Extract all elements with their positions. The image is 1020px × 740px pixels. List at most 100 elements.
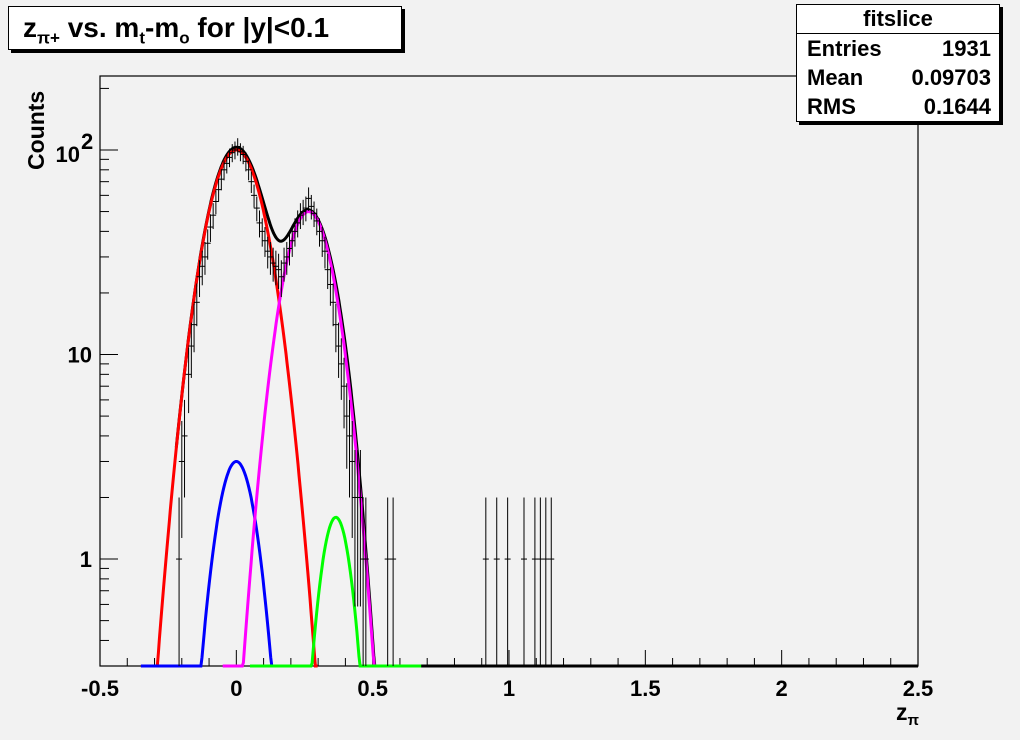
x-tick-label: 2 bbox=[776, 676, 788, 701]
data-point bbox=[212, 190, 219, 215]
stats-row-mean: Mean 0.09703 bbox=[797, 63, 999, 92]
data-point bbox=[256, 210, 263, 238]
data-point bbox=[231, 141, 238, 160]
data-point bbox=[343, 383, 350, 469]
x-tick-label: 0.5 bbox=[357, 676, 388, 701]
data-point bbox=[259, 218, 266, 247]
chart-title: zπ+ vs. mt-mo for |y|<0.1 bbox=[8, 6, 402, 50]
stats-value: 0.09703 bbox=[911, 65, 991, 90]
data-point bbox=[193, 283, 200, 327]
stats-label: Entries bbox=[807, 36, 882, 61]
title-z: z bbox=[23, 12, 37, 43]
stats-label: RMS bbox=[807, 94, 856, 119]
data-point bbox=[330, 283, 337, 327]
data-point bbox=[537, 497, 544, 666]
data-point bbox=[531, 497, 538, 666]
data-point bbox=[362, 497, 369, 666]
data-point bbox=[286, 234, 293, 266]
data-point bbox=[226, 148, 233, 168]
x-axis-label: zπ bbox=[896, 699, 920, 729]
data-point bbox=[321, 236, 328, 269]
data-point bbox=[264, 236, 271, 269]
data-point bbox=[275, 253, 282, 290]
data-point bbox=[327, 267, 334, 306]
data-point bbox=[349, 420, 356, 538]
data-point bbox=[493, 497, 500, 666]
data-point bbox=[384, 497, 391, 666]
data-point bbox=[520, 497, 527, 666]
data-point bbox=[229, 144, 236, 163]
x-axis-label-main: z bbox=[896, 699, 908, 725]
data-point bbox=[357, 449, 364, 607]
data-point bbox=[278, 260, 285, 298]
data-point bbox=[204, 229, 211, 260]
data-point bbox=[176, 497, 183, 666]
title-sub-o: o bbox=[179, 28, 190, 48]
data-points bbox=[176, 138, 555, 666]
data-point bbox=[281, 247, 288, 282]
x-tick-label: -0.5 bbox=[81, 676, 119, 701]
data-point bbox=[283, 242, 290, 275]
data-point bbox=[316, 218, 323, 247]
data-point bbox=[242, 152, 249, 172]
data-point bbox=[548, 497, 555, 666]
data-point bbox=[335, 322, 342, 378]
data-point bbox=[237, 143, 244, 162]
axis-ticks bbox=[99, 87, 919, 667]
data-point bbox=[218, 169, 225, 191]
title-vs-m: vs. m bbox=[59, 12, 140, 43]
data-point bbox=[253, 196, 260, 222]
x-tick-label: 2.5 bbox=[903, 676, 934, 701]
fit-curve bbox=[140, 460, 291, 668]
data-point bbox=[251, 184, 258, 208]
data-point bbox=[245, 160, 252, 181]
y-tick-label: 10 bbox=[56, 142, 80, 167]
stats-box: fitslice Entries 1931 Mean 0.09703 RMS 0.16… bbox=[796, 4, 1000, 122]
data-point bbox=[346, 399, 353, 498]
data-point bbox=[185, 347, 192, 414]
data-point bbox=[390, 497, 397, 666]
data-point bbox=[261, 227, 268, 257]
data-point bbox=[300, 199, 307, 226]
stats-name: fitslice bbox=[797, 5, 999, 34]
data-point bbox=[270, 247, 277, 282]
data-point bbox=[311, 201, 318, 228]
x-axis-label-sub: π bbox=[908, 712, 920, 729]
x-tick-label: 1 bbox=[503, 676, 515, 701]
stats-row-rms: RMS 0.1644 bbox=[797, 92, 999, 121]
data-point bbox=[305, 187, 312, 211]
stats-label: Mean bbox=[807, 65, 864, 90]
data-point bbox=[267, 242, 274, 275]
data-point bbox=[234, 138, 241, 156]
data-point bbox=[341, 357, 348, 429]
data-point bbox=[338, 338, 345, 400]
fit-curve bbox=[222, 210, 387, 668]
data-point bbox=[313, 208, 320, 236]
data-point bbox=[297, 203, 304, 230]
title-sub-pi: π+ bbox=[37, 28, 60, 48]
data-point bbox=[181, 399, 188, 498]
x-tick-label: 0 bbox=[230, 676, 242, 701]
plot-frame bbox=[99, 75, 919, 667]
y-axis-label: Counts bbox=[23, 91, 49, 170]
data-point bbox=[201, 242, 208, 275]
data-point bbox=[302, 196, 309, 222]
data-point bbox=[188, 322, 195, 378]
data-point bbox=[319, 227, 326, 257]
x-tick-label: 1.5 bbox=[630, 676, 661, 701]
data-point bbox=[332, 303, 339, 353]
data-point bbox=[178, 420, 185, 538]
data-point bbox=[289, 227, 296, 257]
data-point bbox=[199, 250, 206, 286]
stats-row-entries: Entries 1931 bbox=[797, 34, 999, 63]
data-point bbox=[504, 497, 511, 666]
data-point bbox=[324, 253, 331, 290]
stats-value: 0.1644 bbox=[923, 94, 991, 119]
data-point bbox=[482, 497, 489, 666]
title-minus-m: -m bbox=[145, 12, 180, 43]
stats-value: 1931 bbox=[942, 36, 991, 61]
data-point bbox=[248, 171, 255, 193]
title-sub-t: t bbox=[139, 28, 146, 48]
data-point bbox=[191, 303, 198, 353]
